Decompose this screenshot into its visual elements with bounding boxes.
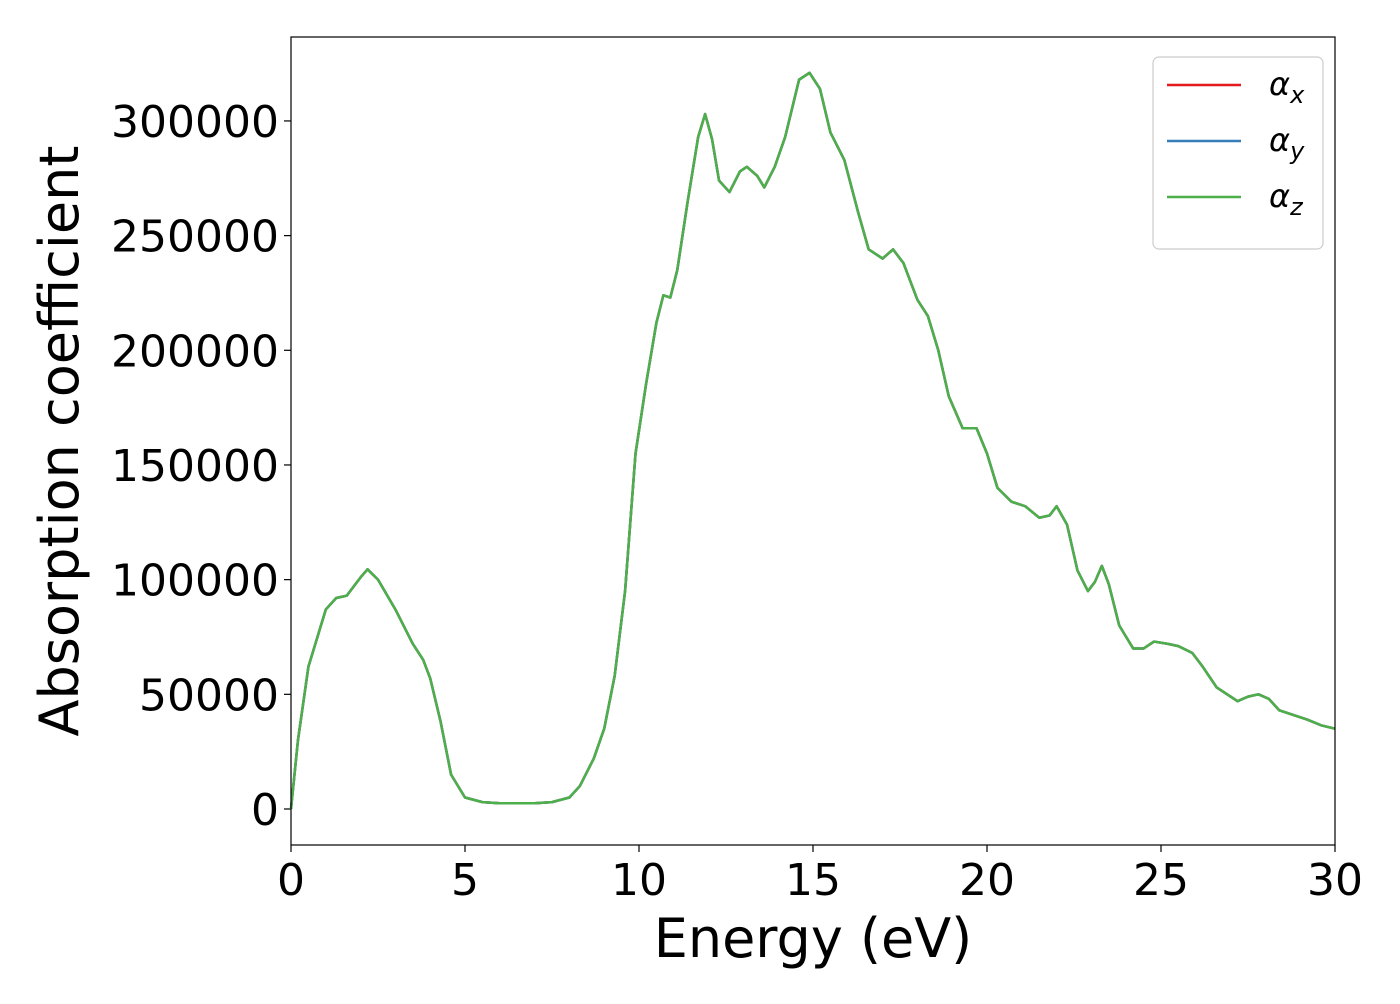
y-tick-label: 250000 [111, 212, 279, 263]
y-tick-label: 300000 [111, 97, 279, 148]
y-tick-label: 0 [251, 785, 279, 836]
legend-label: αx [1269, 65, 1305, 109]
plot-frame [290, 36, 1336, 846]
y-tick-label: 50000 [139, 670, 279, 721]
y-axis-label: Absorption coefficient [28, 146, 91, 737]
x-tick-label: 30 [1307, 855, 1363, 906]
y-tick-label: 100000 [111, 556, 279, 607]
y-tick-label: 200000 [111, 326, 279, 377]
x-tick-label: 15 [785, 855, 841, 906]
y-tick-label: 150000 [111, 441, 279, 492]
x-tick-label: 20 [959, 855, 1015, 906]
legend: αx αy αz [1152, 56, 1324, 250]
x-tick-label: 0 [277, 855, 305, 906]
legend-box [1152, 56, 1324, 250]
x-tick-label: 25 [1133, 855, 1189, 906]
legend-label: αy [1269, 121, 1305, 165]
x-axis-label: Energy (eV) [654, 907, 973, 970]
legend-label: αz [1269, 177, 1304, 221]
x-tick-label: 10 [611, 855, 667, 906]
x-tick-label: 5 [451, 855, 479, 906]
data-line [289, 71, 1336, 810]
